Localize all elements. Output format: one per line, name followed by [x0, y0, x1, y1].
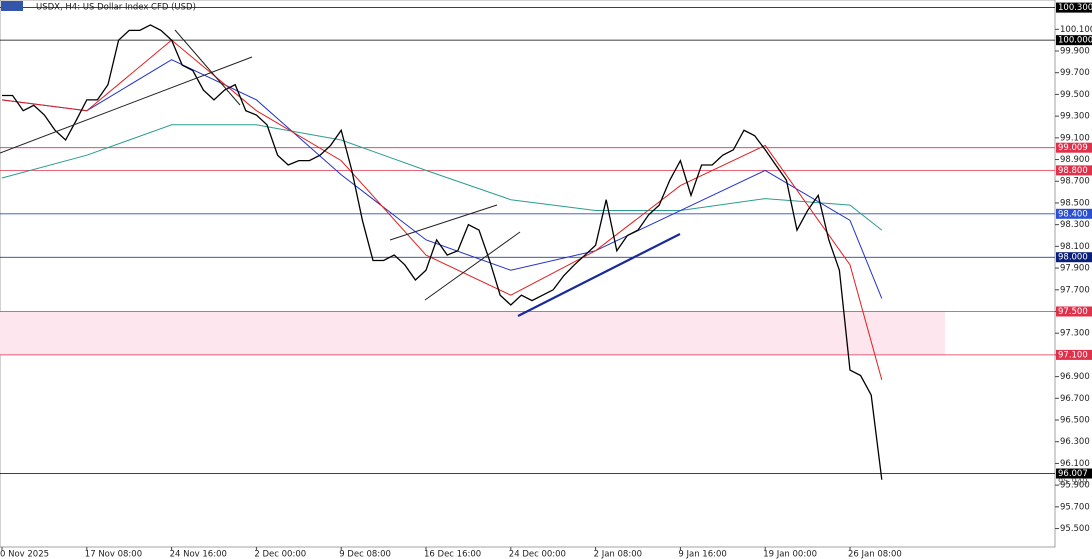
level-label: 100.000	[1058, 36, 1092, 46]
y-tick-label: 99.900	[1060, 47, 1090, 57]
x-tick-label: 0 Nov 2025	[0, 550, 49, 559]
level-label: 96.007	[1058, 469, 1088, 479]
zone	[0, 311, 945, 355]
x-tick-label: 24 Nov 16:00	[170, 550, 227, 559]
level-tag	[1056, 468, 1092, 479]
y-tick-label: 98.500	[1060, 198, 1090, 208]
y-tick-label: 98.700	[1060, 177, 1090, 187]
y-tick-label: 96.300	[1060, 437, 1090, 447]
x-tick-label: 9 Jan 16:00	[678, 550, 726, 559]
level-label: 97.100	[1058, 350, 1088, 360]
trend-line	[517, 233, 681, 317]
y-tick-label: 97.700	[1060, 285, 1090, 295]
trend-line	[424, 231, 521, 301]
y-tick-label: 98.100	[1060, 242, 1090, 252]
x-tick-label: 16 Dec 16:00	[424, 550, 481, 559]
y-tick-label: 95.700	[1060, 502, 1090, 512]
x-tick-label: 2 Dec 00:00	[254, 550, 306, 559]
flag-icon	[1, 1, 23, 11]
trend-line	[389, 204, 498, 241]
y-tick-label: 99.500	[1060, 90, 1090, 100]
level-tag	[1056, 208, 1092, 219]
y-tick-label: 95.500	[1060, 524, 1090, 534]
bid-label: 95.949	[1058, 477, 1088, 487]
x-tick-label: 9 Dec 08:00	[339, 550, 391, 559]
level-label: 98.000	[1058, 253, 1088, 263]
x-tick-label: 26 Jan 08:00	[848, 550, 902, 559]
trend-line	[174, 29, 241, 106]
level-tag	[1056, 349, 1092, 360]
x-tick-label: 19 Jan 00:00	[763, 550, 817, 559]
x-tick-label: 2 Jan 08:00	[594, 550, 642, 559]
level-label: 100.300	[1058, 3, 1092, 13]
chart-title: USDX, H4: US Dollar Index CFD (USD)	[36, 3, 196, 13]
level-tag	[1056, 165, 1092, 176]
y-tick-label: 99.700	[1060, 68, 1090, 78]
level-tag	[1056, 142, 1092, 153]
layers	[0, 7, 1055, 480]
y-tick-label: 97.900	[1060, 264, 1090, 274]
level-tag	[1056, 306, 1092, 317]
level-tag	[1056, 2, 1092, 13]
y-tick-label: 96.500	[1060, 416, 1090, 426]
level-label: 98.400	[1058, 209, 1088, 219]
level-tag	[1056, 35, 1092, 46]
y-tick-label: 100.100	[1060, 25, 1092, 35]
level-label: 98.800	[1058, 166, 1088, 176]
level-label: 99.009	[1058, 143, 1088, 153]
y-tick-label: 97.300	[1060, 329, 1090, 339]
y-tick-label: 99.300	[1060, 112, 1090, 122]
level-tag	[1056, 252, 1092, 263]
plot-frame	[0, 0, 1056, 548]
moving-average	[1, 39, 883, 380]
x-tick-label: 17 Nov 08:00	[85, 550, 142, 559]
x-tick-label: 24 Dec 00:00	[509, 550, 566, 559]
y-tick-label: 95.900	[1060, 481, 1090, 491]
y-tick-label: 99.100	[1060, 133, 1090, 143]
moving-average	[1, 124, 883, 231]
y-tick-label: 98.900	[1060, 155, 1090, 165]
level-label: 97.500	[1058, 307, 1088, 317]
y-tick-label: 96.700	[1060, 394, 1090, 404]
price-line	[2, 24, 883, 480]
trend-line	[0, 56, 253, 154]
moving-average	[1, 59, 883, 299]
y-tick-label: 98.300	[1060, 220, 1090, 230]
y-tick-label: 96.100	[1060, 459, 1090, 469]
y-tick-label: 96.900	[1060, 372, 1090, 382]
